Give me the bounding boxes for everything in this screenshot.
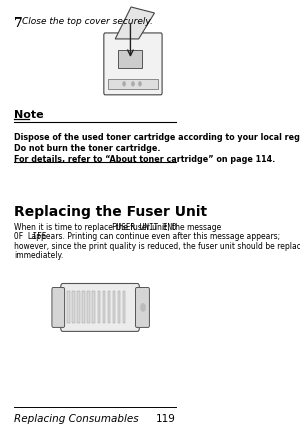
Bar	[118, 292, 120, 324]
Bar	[67, 292, 70, 324]
Text: appears. Printing can continue even after this message appears;: appears. Printing can continue even afte…	[29, 232, 280, 241]
Bar	[113, 292, 115, 324]
Text: Replacing the Fuser Unit: Replacing the Fuser Unit	[14, 204, 207, 218]
Text: Do not burn the toner cartridge.: Do not burn the toner cartridge.	[14, 144, 161, 153]
Text: 119: 119	[156, 413, 176, 423]
Bar	[92, 292, 95, 324]
Bar	[87, 292, 90, 324]
Text: FUSER UNIT END: FUSER UNIT END	[112, 222, 177, 231]
Text: For details, refer to “About toner cartridge” on page 114.: For details, refer to “About toner cartr…	[14, 154, 275, 163]
Text: Note: Note	[14, 109, 43, 120]
Text: Close the top cover securely.: Close the top cover securely.	[22, 17, 153, 26]
Bar	[123, 292, 125, 324]
Circle shape	[139, 82, 141, 87]
Bar	[108, 80, 158, 89]
Circle shape	[123, 82, 126, 87]
Bar	[108, 292, 110, 324]
Text: however, since the print quality is reduced, the fuser unit should be replaced: however, since the print quality is redu…	[14, 241, 300, 250]
FancyBboxPatch shape	[136, 288, 149, 328]
Circle shape	[141, 304, 146, 312]
Bar	[98, 292, 100, 324]
FancyBboxPatch shape	[52, 288, 64, 328]
Bar	[77, 292, 80, 324]
Text: immediately.: immediately.	[14, 250, 63, 259]
Bar	[103, 292, 105, 324]
Polygon shape	[115, 8, 154, 40]
Text: 7: 7	[14, 17, 23, 30]
FancyBboxPatch shape	[104, 34, 162, 95]
Text: Replacing Consumables: Replacing Consumables	[14, 413, 139, 423]
FancyBboxPatch shape	[61, 284, 139, 331]
Bar	[82, 292, 85, 324]
Circle shape	[131, 82, 134, 87]
Text: When it is time to replace the fuser unit, the message: When it is time to replace the fuser uni…	[14, 222, 224, 231]
Bar	[72, 292, 75, 324]
Text: Dispose of the used toner cartridge according to your local regulations.: Dispose of the used toner cartridge acco…	[14, 132, 300, 141]
Bar	[118, 51, 142, 69]
Text: OF LIFE: OF LIFE	[14, 232, 46, 241]
